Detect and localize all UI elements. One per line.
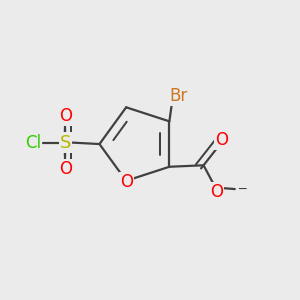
Text: O: O xyxy=(215,131,228,149)
Text: O: O xyxy=(59,107,72,125)
Text: O: O xyxy=(59,160,72,178)
Text: O: O xyxy=(210,183,223,201)
Text: ─: ─ xyxy=(238,183,245,196)
Text: Br: Br xyxy=(170,87,188,105)
Text: S: S xyxy=(60,134,71,152)
Text: Cl: Cl xyxy=(25,134,41,152)
Text: O: O xyxy=(120,173,133,191)
